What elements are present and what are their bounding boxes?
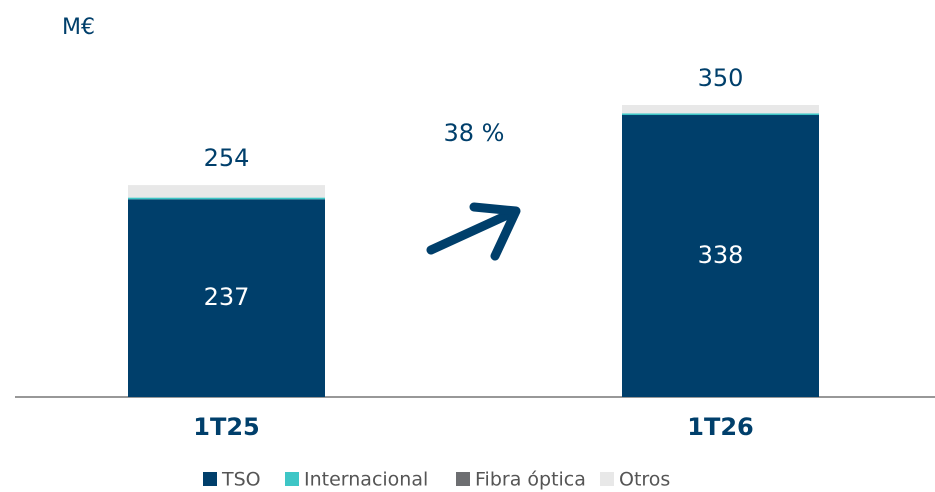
arrow-head [469, 202, 521, 261]
growth-annotation: 38 % [444, 119, 505, 147]
legend-swatch [456, 472, 470, 486]
segment-label: 338 [698, 241, 744, 269]
bar-segment [128, 185, 325, 198]
arrow-shaft [426, 207, 519, 255]
bar-segment [622, 113, 819, 116]
legend-swatch [285, 472, 299, 486]
unit-label: M€ [62, 15, 95, 40]
x-tick-label: 1T25 [193, 413, 259, 441]
legend-label: Fibra óptica [475, 469, 586, 491]
legend-label: Otros [619, 469, 670, 491]
legend-swatch [203, 472, 217, 486]
x-tick-label: 1T26 [687, 413, 753, 441]
bar-segment [128, 197, 325, 200]
total-label: 254 [204, 144, 250, 172]
legend-label: Internacional [304, 469, 428, 491]
growth-arrow [426, 202, 521, 261]
legend-label: TSO [221, 469, 261, 491]
bar-segment [128, 199, 325, 397]
bar-segment [622, 115, 819, 398]
total-label: 350 [698, 64, 744, 92]
legend-swatch [600, 472, 614, 486]
bar-segment [622, 105, 819, 114]
segment-label: 237 [204, 283, 250, 311]
